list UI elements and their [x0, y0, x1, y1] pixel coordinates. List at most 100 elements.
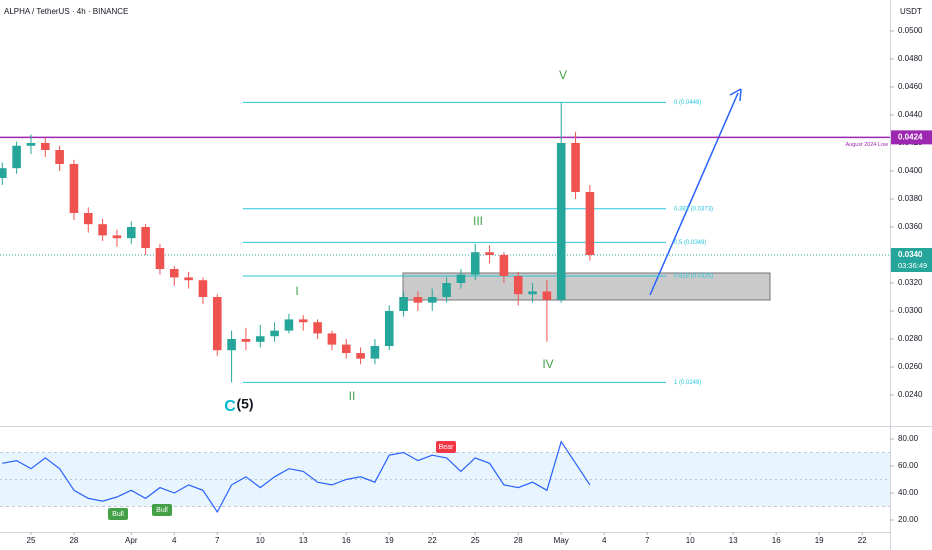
- signal-box: [152, 504, 172, 516]
- last-price-label: 0.0340: [898, 250, 923, 259]
- candle-body: [155, 247, 165, 270]
- candle-body: [470, 252, 480, 275]
- candle-body: [284, 319, 294, 331]
- x-tick-label: 4: [602, 536, 607, 545]
- wave-label: III: [473, 214, 483, 228]
- x-tick-label: 28: [69, 536, 78, 545]
- candle-body: [399, 297, 408, 312]
- countdown: 03:36:49: [898, 261, 927, 270]
- y-tick-label: 0.0300: [898, 306, 923, 315]
- wave-label: IV: [542, 357, 553, 371]
- fib-label: 0.618 (0.0325): [674, 274, 713, 280]
- candle-body: [556, 142, 566, 300]
- x-tick-label: 25: [471, 536, 480, 545]
- candle-body: [55, 149, 64, 164]
- candle-body: [341, 344, 351, 354]
- arrow-head: [729, 88, 742, 102]
- rsi-y-tick-label: 20.00: [898, 515, 919, 524]
- candle-body: [26, 142, 36, 146]
- y-tick-label: 0.0360: [898, 222, 923, 231]
- x-tick-label: Apr: [125, 536, 138, 545]
- y-tick-label: 0.0500: [898, 26, 923, 35]
- candle-body: [12, 145, 21, 169]
- arrow-line: [649, 92, 739, 296]
- rsi-line: [2, 440, 591, 514]
- candle-body: [212, 297, 222, 351]
- wave-label: I: [295, 284, 298, 298]
- candle-body: [356, 353, 365, 359]
- candle-body: [126, 226, 136, 239]
- candle-body: [571, 142, 580, 192]
- candle-body: [169, 269, 179, 278]
- candle-body: [528, 291, 537, 295]
- candle-body: [198, 280, 208, 298]
- candle-body: [427, 297, 437, 303]
- candle-body: [485, 252, 494, 255]
- signal-box: [436, 441, 456, 453]
- candle-body: [327, 333, 337, 345]
- x-tick-label: 19: [815, 536, 824, 545]
- x-tick-label: 16: [342, 536, 351, 545]
- candle-body: [442, 283, 451, 298]
- candle-body: [542, 291, 552, 300]
- candle-body: [112, 235, 122, 239]
- x-tick-label: 28: [514, 536, 523, 545]
- signal-label: Bull: [112, 511, 124, 518]
- signal-box: [108, 508, 128, 520]
- rsi-y-tick-label: 40.00: [898, 488, 919, 497]
- currency: USDT: [900, 7, 922, 16]
- x-tick-label: 10: [686, 536, 695, 545]
- candle-body: [98, 224, 107, 236]
- candle-body: [83, 212, 93, 225]
- candle-body: [184, 277, 193, 281]
- candle-body: [270, 330, 279, 337]
- candle-body: [227, 339, 236, 351]
- wave-label: II: [349, 389, 356, 403]
- candle-body: [255, 336, 265, 342]
- y-tick-label: 0.0480: [898, 54, 923, 63]
- candle-body: [585, 191, 595, 255]
- wave-c-sub: (5): [236, 396, 253, 412]
- x-tick-label: 7: [645, 536, 650, 545]
- x-tick-label: 7: [215, 536, 220, 545]
- candle-body: [241, 339, 251, 342]
- y-tick-label: 0.0400: [898, 166, 923, 175]
- fib-label: 0.382 (0.0373): [674, 206, 713, 212]
- candle-body: [0, 168, 7, 178]
- fib-label: 0 (0.0449): [674, 100, 701, 106]
- wave-label: V: [559, 68, 567, 82]
- fib-label: 0.5 (0.0349): [674, 240, 706, 246]
- candle-body: [413, 297, 423, 303]
- symbol-title: ALPHA / TetherUS · 4h · BINANCE: [4, 7, 128, 16]
- y-tick-label: 0.0240: [898, 390, 923, 399]
- rsi-y-tick-label: 60.00: [898, 461, 919, 470]
- x-tick-label: 16: [772, 536, 781, 545]
- candle-body: [69, 163, 79, 213]
- candle-body: [298, 319, 308, 323]
- resistance-name: August 2024 Low: [845, 142, 888, 148]
- candle-body: [499, 255, 509, 277]
- x-tick-label: 25: [27, 536, 36, 545]
- wave-c: C: [224, 398, 236, 415]
- x-tick-label: 22: [428, 536, 437, 545]
- x-tick-label: 13: [299, 536, 308, 545]
- fib-label: 1 (0.0249): [674, 380, 701, 386]
- candle-body: [456, 274, 466, 284]
- candle-body: [384, 311, 394, 347]
- candle-body: [141, 226, 150, 248]
- x-tick-label: 19: [385, 536, 394, 545]
- x-tick-label: 22: [858, 536, 867, 545]
- x-tick-label: May: [554, 536, 569, 545]
- y-tick-label: 0.0460: [898, 82, 923, 91]
- y-tick-label: 0.0320: [898, 278, 923, 287]
- signal-label: Bear: [439, 444, 454, 451]
- signal-label: Bull: [156, 507, 168, 514]
- candle-body: [370, 346, 380, 359]
- resistance-tag: [891, 130, 932, 145]
- x-tick-label: 4: [172, 536, 177, 545]
- rsi-y-tick-label: 80.00: [898, 434, 919, 443]
- candle-body: [313, 322, 322, 334]
- y-tick-label: 0.0260: [898, 362, 923, 371]
- last-price-tag: [891, 248, 932, 272]
